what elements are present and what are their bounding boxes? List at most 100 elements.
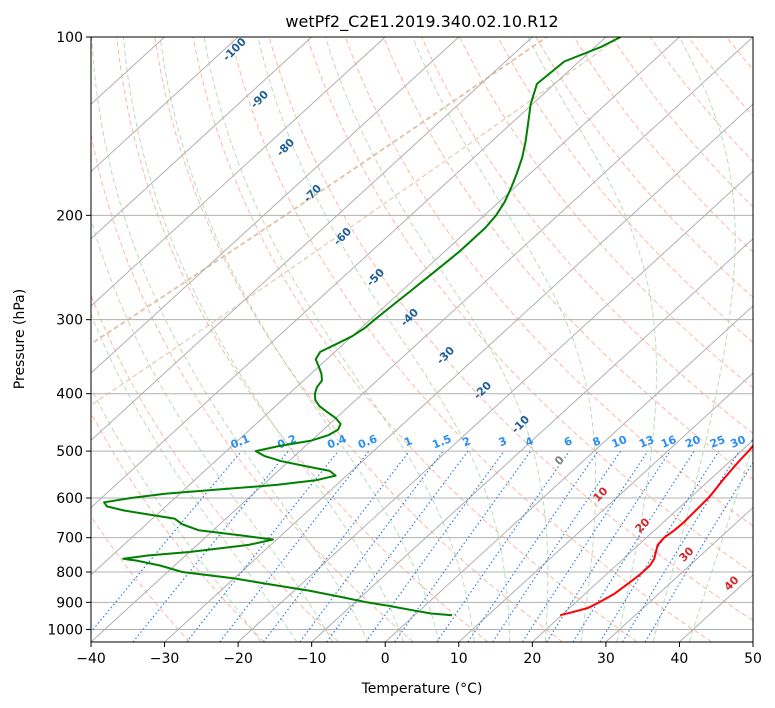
dry-adiabat-line bbox=[383, 37, 753, 481]
mixing-ratio-line bbox=[326, 450, 469, 642]
dry-adiabat-line bbox=[230, 37, 713, 642]
mixing-ratio-label: 20 bbox=[683, 433, 702, 451]
dry-adiabat-line bbox=[344, 37, 753, 527]
y-tick-label: 400 bbox=[56, 387, 83, 403]
isotherm-line bbox=[91, 37, 533, 442]
moist-adiabat-line bbox=[688, 444, 753, 642]
dry-adiabat-line bbox=[268, 37, 753, 622]
dry-adiabat-line bbox=[306, 37, 753, 574]
plot-frame bbox=[90, 36, 754, 643]
mixing-ratio-label: 1 bbox=[402, 434, 414, 449]
mixing-ratio-label: 16 bbox=[659, 433, 678, 451]
moist-adiabat-line bbox=[412, 37, 597, 642]
brown-curve-line bbox=[91, 37, 620, 406]
mixing-ratio-line bbox=[467, 450, 599, 642]
x-tick-label: 20 bbox=[523, 651, 541, 667]
dry-adiabat-line bbox=[91, 293, 340, 642]
adiabat-label: -30 bbox=[434, 344, 457, 367]
adiabat-label: -70 bbox=[301, 182, 324, 205]
adiabat-label: 0 bbox=[552, 453, 567, 468]
adiabat-label: 40 bbox=[722, 573, 742, 593]
mixing-ratio-line bbox=[492, 450, 622, 642]
dry-adiabat-line bbox=[649, 37, 753, 163]
x-tick-label: 10 bbox=[450, 651, 468, 667]
mixing-ratio-label: 6 bbox=[562, 434, 574, 449]
y-tick-label: 800 bbox=[56, 565, 83, 581]
isotherm-line bbox=[605, 506, 753, 642]
moist-adiabat-line bbox=[122, 37, 405, 642]
isotherm-line bbox=[752, 641, 753, 642]
x-tick-label: 0 bbox=[381, 651, 390, 667]
mixing-ratio-label: 25 bbox=[708, 433, 727, 451]
x-axis-ticks: −40 −30 −20 −10 0 10 20 30 40 50 bbox=[76, 642, 762, 667]
mixing-ratio-line bbox=[132, 450, 289, 642]
mixing-ratio-label: 8 bbox=[591, 434, 603, 449]
moist-adiabat-line bbox=[91, 387, 262, 642]
x-tick-label: −40 bbox=[76, 651, 106, 667]
x-tick-label: 50 bbox=[744, 651, 762, 667]
mixing-ratio-line bbox=[219, 450, 370, 642]
y-tick-label: 600 bbox=[56, 491, 83, 507]
y-axis-label: Pressure (hPa) bbox=[12, 289, 28, 389]
isotherm-line bbox=[531, 439, 753, 642]
mixing-ratio-line bbox=[91, 450, 242, 633]
x-tick-label: −20 bbox=[223, 651, 253, 667]
isotherm-line bbox=[91, 37, 753, 642]
dry-adiabat-line bbox=[726, 37, 753, 71]
adiabat-label: -20 bbox=[471, 379, 494, 402]
isotherm-line bbox=[384, 305, 753, 642]
dry-adiabat-line bbox=[459, 37, 753, 389]
profile-series bbox=[103, 37, 753, 617]
mixing-ratio-line bbox=[436, 450, 570, 642]
temperature-line bbox=[559, 444, 753, 617]
x-tick-label: 40 bbox=[671, 651, 689, 667]
x-tick-label: 30 bbox=[597, 651, 615, 667]
moist-adiabat-line bbox=[91, 37, 369, 642]
mixing-ratio-label: 10 bbox=[610, 433, 629, 451]
dry-adiabat-line bbox=[687, 37, 753, 117]
mixing-ratio-line bbox=[365, 450, 505, 642]
dry-adiabat-line bbox=[91, 515, 191, 642]
mixing-ratio-line bbox=[644, 461, 753, 642]
isotherm-line bbox=[237, 170, 753, 642]
dry-adiabat-line bbox=[192, 37, 638, 642]
y-axis-ticks: 100 200 300 400 500 600 700 800 900 1000 bbox=[47, 30, 91, 638]
dry-adiabat-line bbox=[535, 37, 753, 298]
mixing-ratio-line bbox=[599, 450, 720, 642]
isotherm-line bbox=[91, 37, 680, 576]
mixing-ratio-line bbox=[546, 450, 671, 642]
y-tick-label: 100 bbox=[56, 30, 83, 46]
dry-adiabat-line bbox=[573, 37, 753, 253]
mixing-ratio-label: 36 bbox=[749, 433, 768, 451]
x-axis-label: Temperature (°C) bbox=[361, 681, 483, 697]
y-tick-label: 700 bbox=[56, 531, 83, 547]
mixing-ratio-label: 13 bbox=[637, 433, 656, 451]
mixing-ratio-label: 2 bbox=[461, 434, 473, 449]
dry-adiabat-line bbox=[91, 131, 414, 642]
isotherm-line bbox=[164, 103, 753, 642]
brown-curve-line bbox=[91, 37, 548, 345]
y-tick-label: 300 bbox=[56, 313, 83, 329]
y-tick-label: 900 bbox=[56, 595, 83, 611]
mixing-ratio-label: 3 bbox=[497, 434, 509, 449]
dry-adiabat-line bbox=[497, 37, 753, 344]
mixing-ratio-label: 0.1 bbox=[229, 432, 252, 451]
moist-adiabat-line bbox=[91, 313, 298, 642]
dry-adiabat-line bbox=[91, 412, 265, 642]
moist-adiabat-line bbox=[91, 217, 334, 642]
adiabat-label: 20 bbox=[633, 515, 653, 535]
mixing-ratio-label: 0.2 bbox=[275, 432, 298, 451]
dewpoint-line bbox=[103, 37, 622, 617]
background-lines bbox=[91, 37, 753, 642]
isotherm-line bbox=[91, 37, 239, 173]
isotherm-line bbox=[458, 372, 753, 642]
adiabat-label: -90 bbox=[248, 88, 271, 111]
adiabat-label: -40 bbox=[398, 306, 421, 329]
mixing-ratio-line bbox=[394, 450, 532, 642]
isotherm-line bbox=[91, 37, 386, 307]
mixing-ratio-label: 30 bbox=[729, 433, 748, 451]
dry-adiabat-line bbox=[116, 37, 489, 642]
adiabat-label: -100 bbox=[220, 35, 249, 64]
moist-adiabat-line bbox=[257, 37, 511, 642]
